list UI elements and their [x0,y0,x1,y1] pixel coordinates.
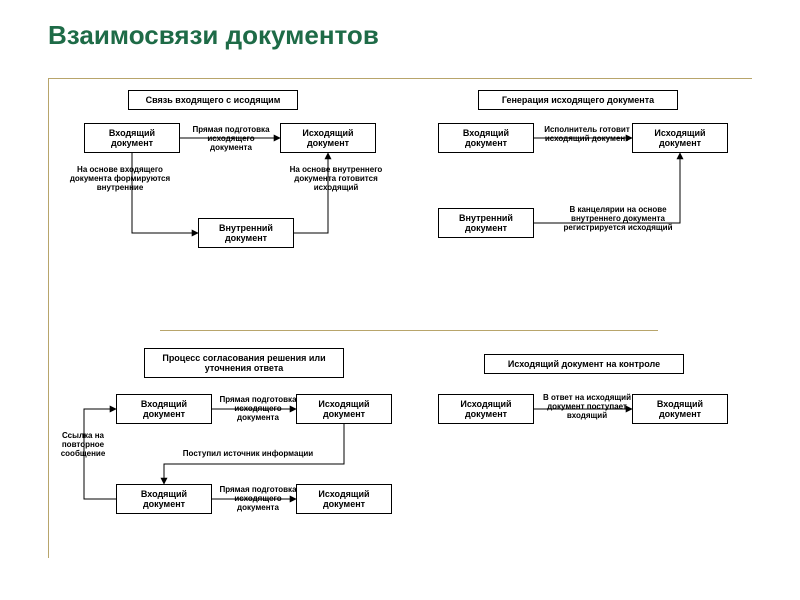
g4-incoming-box: Входящий документ [632,394,728,424]
g3-incoming2-box: Входящий документ [116,484,212,514]
g1-outgoing-box: Исходящий документ [280,123,376,153]
g4-outgoing-box: Исходящий документ [438,394,534,424]
g1-label-right: На основе внутреннего документа готовитс… [288,166,384,192]
g1-internal-box: Внутренний документ [198,218,294,248]
diagram-stage: Связь входящего с исодящим Входящий доку… [48,78,752,558]
g1-incoming-box: Входящий документ [84,123,180,153]
g4-label-top: В ответ на исходящий документ поступает … [542,394,632,420]
g3-label-top1: Прямая подготовка исходящего документа [218,396,298,422]
page-title: Взаимосвязи документов [48,20,379,51]
g1-label-top: Прямая подготовка исходящего документа [188,126,274,152]
g2-outgoing-box: Исходящий документ [632,123,728,153]
g3-label-top2: Прямая подготовка исходящего документа [218,486,298,512]
g3-label-left: Ссылка на повторное сообщение [48,432,118,458]
g3-label-mid: Поступил источник информации [178,450,318,459]
g4-title-box: Исходящий документ на контроле [484,354,684,374]
g2-label-top: Исполнитель готовит исходящий документ [543,126,631,144]
g3-title-box: Процесс согласования решения или уточнен… [144,348,344,378]
g1-title-box: Связь входящего с исодящим [128,90,298,110]
g3-outgoing1-box: Исходящий документ [296,394,392,424]
g2-incoming-box: Входящий документ [438,123,534,153]
g2-label-right: В канцелярии на основе внутреннего докум… [553,206,683,232]
g2-title-box: Генерация исходящего документа [478,90,678,110]
g2-internal-box: Внутренний документ [438,208,534,238]
g3-incoming1-box: Входящий документ [116,394,212,424]
g3-outgoing2-box: Исходящий документ [296,484,392,514]
g1-label-left: На основе входящего документа формируютс… [68,166,172,192]
section-divider [160,330,658,331]
